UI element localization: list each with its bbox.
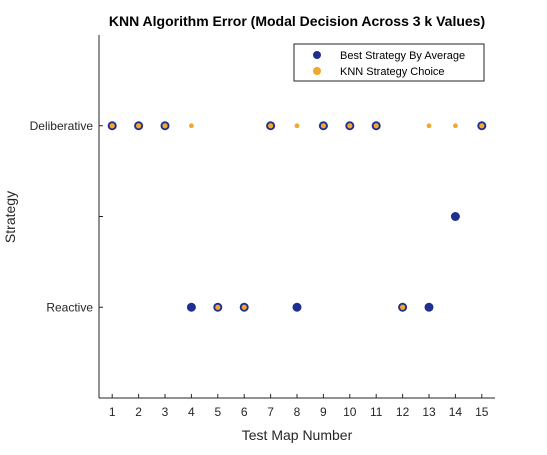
x-tick-label: 15 — [475, 405, 489, 419]
best-strategy-point — [186, 302, 196, 312]
legend-box — [293, 43, 485, 82]
legend-label: KNN Strategy Choice — [340, 66, 445, 78]
best-strategy-point — [450, 212, 460, 221]
knn-choice-point — [373, 123, 379, 129]
x-tick-label: 14 — [449, 405, 463, 419]
x-tick-label: 6 — [241, 405, 248, 419]
y-axis-label: Strategy — [2, 191, 18, 243]
x-tick-label: 9 — [320, 405, 327, 419]
x-tick-label: 10 — [343, 405, 357, 419]
x-tick-label: 2 — [135, 405, 142, 419]
legend: Best Strategy By Average KNN Strategy Cho… — [293, 43, 485, 82]
legend-label: Best Strategy By Average — [340, 50, 465, 62]
x-axis-label: Test Map Number — [242, 427, 353, 443]
knn-choice-point — [426, 123, 432, 129]
best-strategy-point — [292, 302, 302, 312]
axes: 1 2 3 4 5 6 7 8 9 10 11 12 13 14 15ReactiveDeliberativ… — [30, 35, 495, 419]
knn-choice-point — [215, 304, 221, 310]
knn-choice-point — [136, 123, 142, 129]
x-tick-label: 1 — [109, 405, 116, 419]
knn-choice-point — [320, 123, 326, 129]
knn-choice-point — [294, 123, 300, 129]
knn-choice-point — [162, 123, 168, 129]
x-tick-label: 8 — [294, 405, 301, 419]
legend-marker — [313, 67, 321, 75]
knn-choice-point — [400, 304, 406, 310]
x-tick-label: 5 — [214, 405, 221, 419]
knn-choice-point — [453, 123, 458, 129]
y-tick-label: Deliberative — [30, 119, 94, 133]
best-strategy-point — [424, 302, 434, 312]
legend-marker — [313, 51, 321, 59]
knn-choice-point — [347, 123, 353, 129]
knn-choice-point — [241, 304, 247, 310]
x-tick-label: 7 — [267, 405, 274, 419]
data-points — [107, 121, 487, 312]
x-tick-label: 3 — [162, 405, 169, 419]
knn-choice-point — [479, 123, 485, 129]
knn-choice-point — [189, 123, 194, 129]
x-tick-label: 4 — [188, 405, 195, 419]
y-tick-label: Reactive — [46, 300, 93, 314]
x-tick-label: 11 — [370, 405, 383, 419]
x-tick-label: 12 — [396, 405, 410, 419]
knn-choice-point — [268, 123, 274, 129]
x-tick-label: 13 — [422, 405, 436, 419]
knn-choice-point — [109, 123, 115, 129]
chart-title: KNN Algorithm Error (Modal Decision Acro… — [109, 13, 485, 29]
